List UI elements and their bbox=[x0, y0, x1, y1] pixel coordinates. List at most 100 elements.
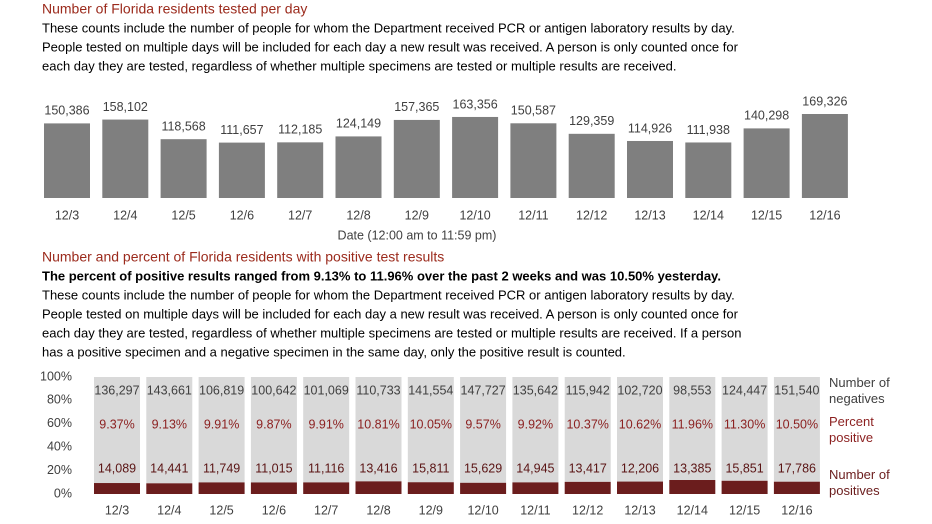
x-tick-label: 12/10 bbox=[467, 503, 498, 517]
negative-segment bbox=[721, 377, 768, 481]
positive-segment bbox=[721, 480, 768, 494]
positive-segment bbox=[94, 483, 140, 494]
positive-segment bbox=[617, 481, 663, 494]
y-tick-label: 20% bbox=[47, 463, 72, 477]
negative-segment bbox=[773, 377, 820, 482]
x-tick-label: 12/15 bbox=[751, 208, 782, 222]
negative-label: 102,720 bbox=[617, 383, 662, 397]
x-tick-label: 12/15 bbox=[729, 503, 760, 517]
positive-segment bbox=[250, 482, 297, 494]
negative-label: 124,447 bbox=[722, 383, 767, 397]
positive-label: 13,417 bbox=[569, 461, 607, 475]
data-label: 150,587 bbox=[511, 104, 556, 118]
positive-label: 15,851 bbox=[725, 461, 763, 475]
subtitle: each day they are tested, regardless of … bbox=[42, 58, 676, 73]
chart-title: Number of Florida residents tested per d… bbox=[42, 1, 307, 17]
percent-label: 11.30% bbox=[724, 417, 765, 431]
x-tick-label: 12/16 bbox=[809, 208, 840, 222]
negative-label: 110,733 bbox=[356, 383, 400, 397]
percent-label: 9.13% bbox=[152, 417, 187, 431]
x-tick-label: 12/11 bbox=[518, 208, 548, 222]
percent-label: 9.87% bbox=[256, 417, 291, 431]
negative-segment bbox=[146, 377, 193, 484]
bar bbox=[568, 133, 615, 198]
x-tick-label: 12/12 bbox=[572, 503, 603, 517]
data-label: 129,359 bbox=[569, 114, 614, 128]
negative-label: 136,297 bbox=[94, 383, 139, 397]
x-tick-label: 12/3 bbox=[105, 503, 129, 517]
positive-label: 11,116 bbox=[308, 461, 344, 475]
legend-item: Percent positive bbox=[829, 414, 874, 445]
bar bbox=[102, 119, 149, 198]
data-label: 124,149 bbox=[336, 117, 381, 131]
bar bbox=[743, 128, 790, 198]
positive-segment bbox=[355, 481, 402, 494]
x-tick-label: 12/14 bbox=[677, 503, 708, 517]
x-tick-label: 12/11 bbox=[520, 503, 550, 517]
data-label: 114,926 bbox=[628, 121, 672, 135]
percent-label: 9.37% bbox=[99, 417, 134, 431]
negative-segment bbox=[512, 377, 559, 483]
highlight: The percent of positive results ranged f… bbox=[42, 268, 721, 283]
positive-label: 15,629 bbox=[464, 461, 502, 475]
y-tick-label: 40% bbox=[47, 439, 72, 453]
negative-segment bbox=[94, 377, 140, 484]
positive-segment bbox=[669, 480, 716, 494]
percent-label: 9.92% bbox=[518, 417, 553, 431]
x-tick-label: 12/3 bbox=[55, 208, 79, 222]
percent-label: 9.91% bbox=[204, 417, 239, 431]
subtitle: People tested on multiple days will be i… bbox=[42, 306, 739, 321]
positive-segment bbox=[460, 482, 507, 494]
x-axis-label: Date (12:00 am to 11:59 pm) bbox=[338, 228, 497, 242]
x-tick-label: 12/9 bbox=[405, 208, 429, 222]
percent-label: 9.57% bbox=[465, 417, 500, 431]
bar bbox=[160, 139, 207, 198]
negative-label: 98,553 bbox=[673, 383, 711, 397]
data-label: 163,356 bbox=[453, 97, 498, 111]
percent-label: 10.81% bbox=[357, 417, 399, 431]
negative-label: 143,661 bbox=[147, 383, 192, 397]
negative-label: 100,642 bbox=[251, 383, 296, 397]
negative-label: 101,069 bbox=[304, 383, 349, 397]
negative-label: 106,819 bbox=[199, 383, 244, 397]
negative-segment bbox=[198, 377, 245, 483]
positive-label: 13,385 bbox=[673, 461, 711, 475]
x-tick-label: 12/13 bbox=[634, 208, 665, 222]
percent-label: 11.96% bbox=[672, 417, 713, 431]
positive-segment bbox=[773, 481, 820, 494]
data-label: 169,326 bbox=[802, 94, 847, 108]
bar bbox=[685, 142, 732, 198]
subtitle: People tested on multiple days will be i… bbox=[42, 39, 739, 54]
x-tick-label: 12/13 bbox=[624, 503, 655, 517]
positive-segment bbox=[303, 482, 350, 494]
subtitle: These counts include the number of peopl… bbox=[42, 20, 735, 35]
positive-segment bbox=[512, 482, 559, 494]
legend-label: Percent positive bbox=[829, 414, 874, 445]
positive-label: 14,945 bbox=[516, 461, 554, 475]
legend-label: Number of negatives bbox=[829, 375, 890, 406]
positive-segment bbox=[407, 482, 454, 494]
negative-segment bbox=[407, 377, 454, 483]
x-tick-label: 12/7 bbox=[288, 208, 312, 222]
legend-label: Number of positives bbox=[829, 467, 890, 498]
x-tick-label: 12/6 bbox=[262, 503, 286, 517]
bar bbox=[277, 142, 324, 198]
subtitle: has a positive specimen and a negative s… bbox=[42, 344, 626, 359]
negative-label: 151,540 bbox=[774, 383, 819, 397]
y-tick-label: 0% bbox=[54, 486, 72, 500]
bar bbox=[393, 119, 440, 198]
negative-segment bbox=[355, 377, 402, 482]
bar bbox=[801, 114, 848, 198]
data-label: 150,386 bbox=[44, 104, 89, 118]
subtitle: These counts include the number of peopl… bbox=[42, 287, 735, 302]
data-label: 111,657 bbox=[220, 123, 263, 137]
percent-label: 9.91% bbox=[308, 417, 343, 431]
positive-label: 14,441 bbox=[150, 461, 188, 475]
data-label: 140,298 bbox=[744, 109, 789, 123]
data-label: 118,568 bbox=[161, 119, 205, 133]
x-tick-label: 12/5 bbox=[209, 503, 233, 517]
x-tick-label: 12/12 bbox=[576, 208, 607, 222]
x-tick-label: 12/14 bbox=[693, 208, 724, 222]
positive-label: 15,811 bbox=[412, 461, 449, 475]
